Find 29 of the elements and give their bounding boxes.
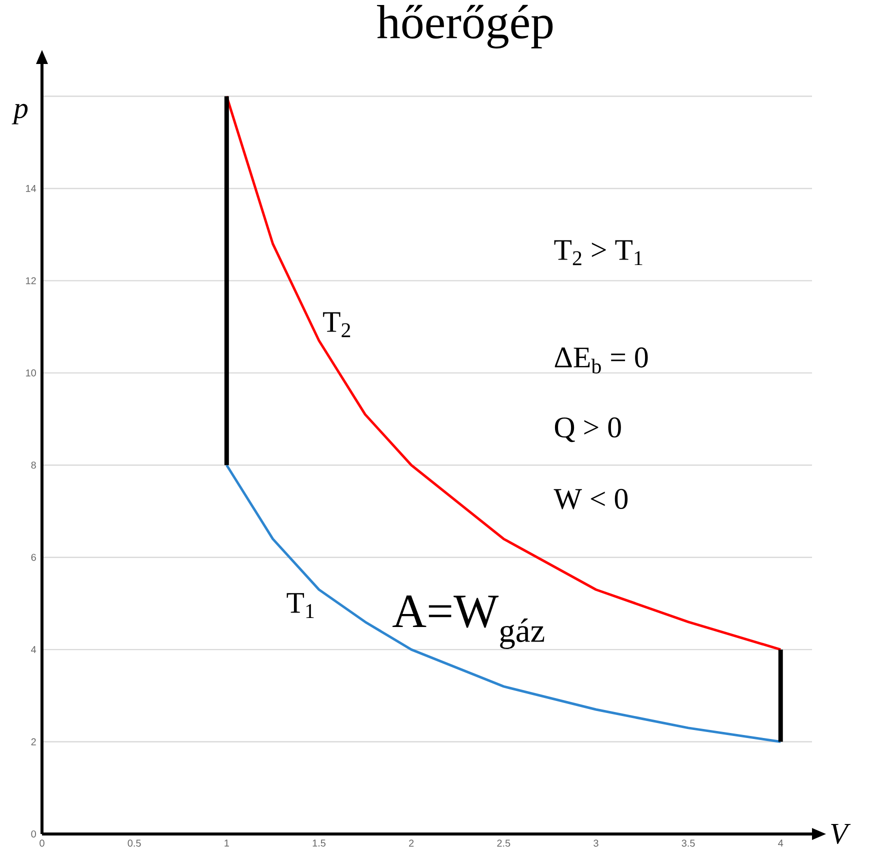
annotation: W < 0 [554,488,628,510]
line-series [225,464,782,744]
y-tick-label: 2 [31,738,36,746]
x-tick-label: 2 [409,840,414,847]
chart-title: hőerőgép [377,4,553,48]
y-axis-title: p [12,104,28,124]
y-tick-label: 10 [26,369,36,376]
y-tick-label: 12 [26,277,36,284]
x-tick-label: 4 [778,840,784,846]
y-tick-label: 8 [31,462,36,469]
series-label: T$_{1}$ [286,593,314,618]
x-tick-label: 1 [224,840,229,846]
x-tick-label: 0.5 [128,840,141,847]
annotation: ΔE$_{b}$ = 0 [554,347,648,374]
annotation: A=W$_{gáz}$ [392,595,544,650]
x-tick-label: 3.5 [682,840,695,847]
x-tick-label: 2.5 [497,840,510,847]
x-tick-label: 3 [594,840,598,847]
x-axis-title: V [831,824,851,844]
y-tick-label: 4 [31,646,36,653]
line-series [225,95,782,651]
y-tick-label: 6 [31,554,36,561]
x-tick-label: 1.5 [312,840,326,847]
x-tick-label: 0 [40,840,44,847]
annotation: T$_{2}$ > T$_{1}$ [554,240,642,266]
y-tick-label: 14 [26,185,36,192]
y-tick-label: 0 [31,830,36,838]
series-label: T$_{2}$ [323,312,350,338]
annotation: Q > 0 [554,417,621,442]
